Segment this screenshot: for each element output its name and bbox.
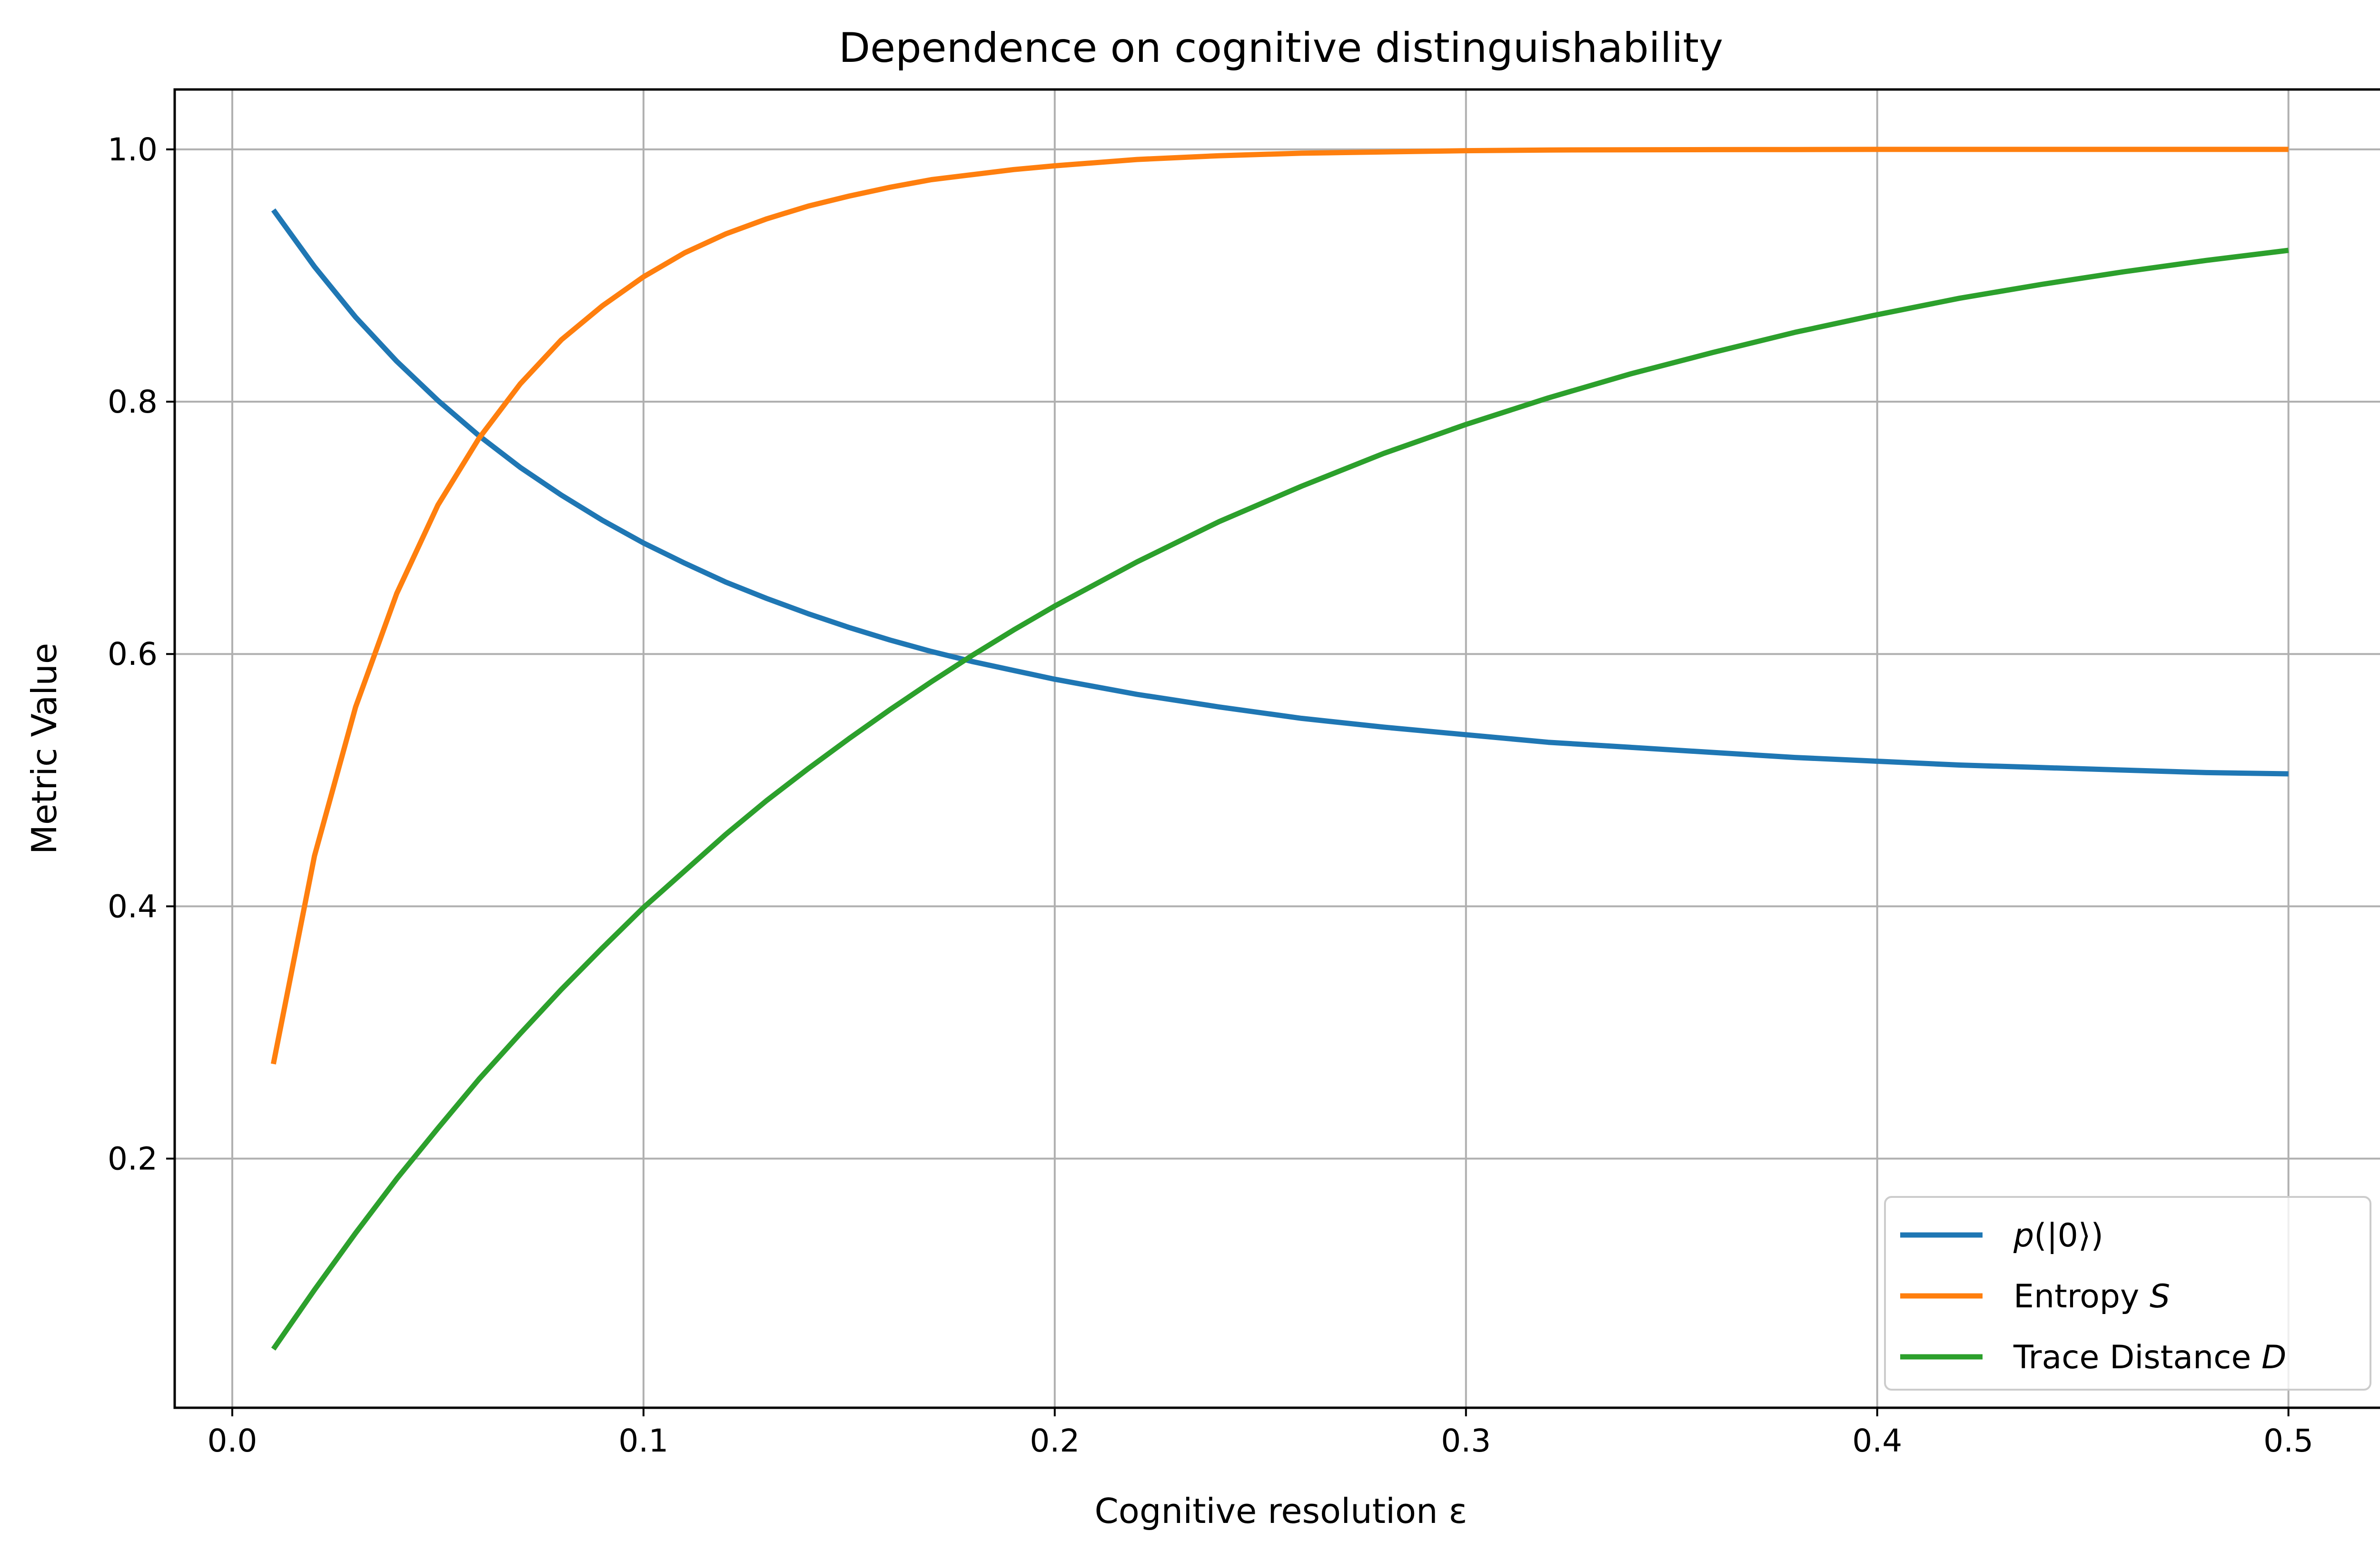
y-tick-label: 0.4 bbox=[108, 888, 158, 925]
legend-label-1: p(|0⟩) bbox=[2013, 1217, 2103, 1255]
legend-label-prefix: Trace Distance bbox=[2013, 1339, 2261, 1376]
series-line-2 bbox=[270, 147, 2289, 1065]
x-axis-label: Cognitive resolution ε bbox=[1095, 1491, 1468, 1531]
legend-label-2: Entropy S bbox=[2013, 1278, 2170, 1315]
x-tick-label: 0.1 bbox=[618, 1423, 668, 1459]
y-tick-label: 0.6 bbox=[108, 636, 158, 672]
y-tick-label: 1.0 bbox=[108, 131, 158, 168]
x-tick-label: 0.0 bbox=[207, 1423, 257, 1459]
legend-label-suffix: (|0⟩) bbox=[2034, 1217, 2103, 1255]
legend-label-symbol: S bbox=[2150, 1278, 2170, 1315]
ticks: 0.0 0.1 0.2 0.3 0.4 0.5 0.2 0.4 0.6 0.8 1.0 bbox=[108, 131, 2313, 1459]
series-line-3 bbox=[271, 247, 2289, 1351]
x-tick-label: 0.5 bbox=[2263, 1423, 2313, 1459]
plot-frame bbox=[173, 88, 2380, 1409]
legend-label-3: Trace Distance D bbox=[2013, 1339, 2286, 1376]
x-tick-label: 0.3 bbox=[1441, 1423, 1491, 1459]
x-tick-label: 0.4 bbox=[1852, 1423, 1902, 1459]
legend-box bbox=[1884, 1196, 2371, 1391]
y-tick-label: 0.8 bbox=[108, 384, 158, 420]
x-tick-label: 0.2 bbox=[1030, 1423, 1080, 1459]
legend-label-prefix: Entropy bbox=[2013, 1278, 2150, 1315]
series-line-1 bbox=[271, 208, 2289, 777]
legend-label-symbol: p bbox=[2013, 1217, 2034, 1255]
legend-label-symbol: D bbox=[2261, 1339, 2286, 1376]
y-axis-label: Metric Value bbox=[24, 643, 64, 854]
series-lines bbox=[270, 147, 2289, 1351]
legend: p(|0⟩) Entropy S Trace Distance D bbox=[1884, 1196, 2371, 1391]
chart-title: Dependence on cognitive distinguishabili… bbox=[839, 24, 1723, 72]
y-tick-label: 0.2 bbox=[108, 1140, 158, 1177]
